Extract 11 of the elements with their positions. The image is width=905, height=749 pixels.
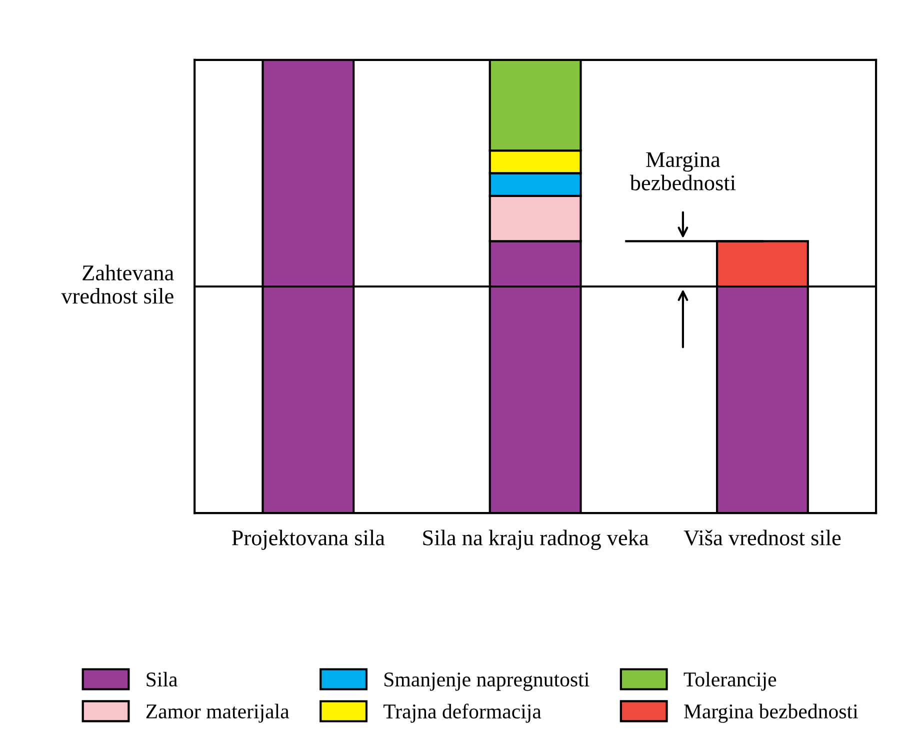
legend-label: Smanjenje napregnutosti <box>384 672 590 691</box>
legend-label: Margina bezbednosti <box>684 704 858 723</box>
legend-label: Tolerancije <box>684 672 776 691</box>
legend-label: Sila <box>146 672 178 687</box>
x-tick-label: Viša vrednost sile <box>684 530 841 546</box>
ref-line-label: Zahtevana vrednost sile <box>61 264 174 304</box>
x-tick-label: Sila na kraju radnog veka <box>423 530 649 550</box>
annotation: Margina bezbednosti <box>630 152 736 190</box>
x-tick-label: Projektovana sila <box>232 530 385 550</box>
legend-label: Trajna deformacija <box>383 704 542 723</box>
legend-label: Zamor materijala <box>146 704 290 723</box>
